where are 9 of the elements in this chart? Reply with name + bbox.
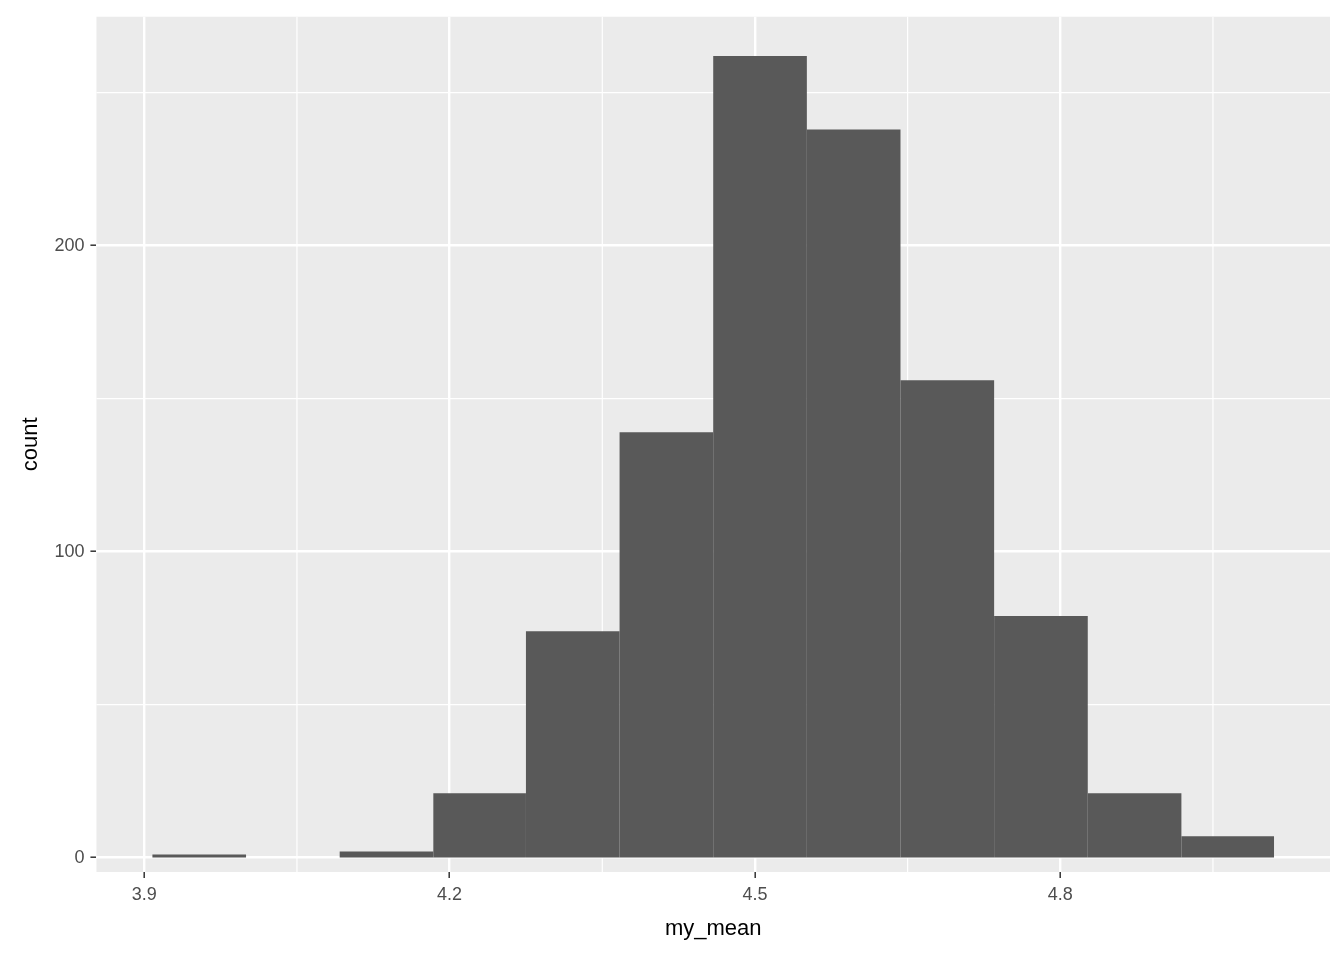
y-axis-title: count [17, 417, 43, 472]
x-tick-label: 4.5 [742, 883, 768, 904]
y-tick-label: 200 [54, 234, 85, 255]
x-tick-label: 3.9 [131, 883, 157, 904]
x-tick-label: 4.2 [437, 883, 463, 904]
x-axis-title: my_mean [664, 914, 762, 940]
y-tick-label: 0 [74, 846, 85, 867]
x-tick-label: 4.8 [1047, 883, 1073, 904]
y-tick-label: 100 [54, 540, 85, 561]
